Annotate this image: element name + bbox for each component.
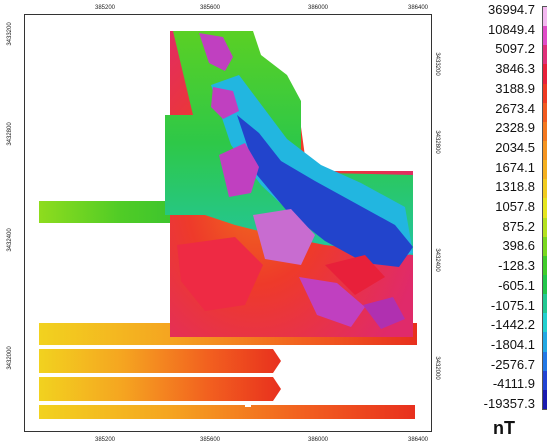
y-tick-right-1: 3433200 (434, 52, 440, 76)
legend-label: -4111.9 (492, 376, 535, 392)
legend-swatch (543, 370, 547, 390)
data-gap (245, 402, 251, 407)
low-zone-blue (237, 115, 413, 267)
legend-label: 398.6 (502, 238, 535, 254)
legend-swatch (543, 274, 547, 295)
y-tick-left-1: 3433200 (7, 22, 13, 46)
y-tick-left-4: 3432000 (7, 346, 13, 370)
high-magenta-2 (211, 87, 239, 119)
legend-label: -1804.1 (490, 336, 535, 352)
legend-swatch (543, 179, 547, 199)
legend-swatch (543, 102, 547, 122)
legend-swatch (543, 217, 547, 237)
legend-swatch (543, 332, 547, 352)
legend-swatch (543, 351, 547, 371)
legend-label: 2328.9 (495, 120, 535, 136)
map-plot (39, 31, 417, 419)
x-tick-bottom-1: 385200 (94, 437, 116, 443)
x-tick-top-3: 386000 (307, 5, 329, 11)
high-red-2 (325, 255, 385, 295)
legend-label: -1075.1 (490, 297, 535, 313)
legend-swatch (543, 83, 547, 103)
color-legend: 36994.7 10849.4 5097.2 3846.3 3188.9 2673.4 23… (448, 2, 547, 424)
legend-swatch (543, 255, 547, 275)
legend-swatch (543, 45, 547, 65)
legend-label: 3188.9 (495, 80, 535, 96)
high-magenta-4 (253, 209, 315, 265)
legend-color-bar (542, 6, 547, 410)
high-magenta-3 (219, 143, 259, 197)
band-3 (39, 377, 281, 401)
legend-swatch (543, 236, 547, 256)
legend-label: 10849.4 (488, 21, 535, 37)
legend-label: -605.1 (498, 277, 535, 293)
x-tick-top-1: 385200 (94, 5, 116, 11)
legend-label: -2576.7 (490, 356, 535, 372)
legend-label: -19357.3 (483, 396, 535, 411)
y-tick-left-2: 3432800 (7, 122, 13, 146)
legend-unit: nT (493, 418, 515, 438)
legend-label: 875.2 (502, 218, 535, 234)
x-tick-bottom-2: 385600 (199, 437, 221, 443)
legend-label: 2673.4 (495, 100, 535, 116)
legend-label: 1057.8 (495, 199, 535, 214)
band-2 (39, 349, 281, 373)
high-red-1 (177, 237, 263, 311)
x-tick-bottom-3: 386000 (307, 437, 329, 443)
y-tick-right-4: 3432000 (434, 356, 440, 380)
legend-swatch (543, 389, 547, 409)
legend-label: 1318.8 (495, 179, 535, 195)
legend-swatch (543, 294, 547, 314)
x-tick-top-4: 386400 (407, 5, 429, 11)
legend-swatch (543, 64, 547, 84)
y-tick-right-2: 3432800 (434, 130, 440, 154)
legend-label: 3846.3 (495, 61, 535, 77)
band-4 (39, 405, 415, 419)
legend-swatch (543, 26, 547, 46)
high-magenta-5 (299, 277, 365, 327)
x-tick-top-2: 385600 (199, 5, 221, 11)
legend-swatch (543, 7, 547, 27)
high-magenta-1 (199, 33, 233, 71)
high-magenta-6 (363, 297, 405, 329)
y-tick-right-3: 3432400 (434, 248, 440, 272)
magnetic-anomaly-map (24, 14, 432, 432)
legend-label: -1442.2 (490, 317, 535, 333)
legend-swatch (543, 313, 547, 333)
x-tick-bottom-4: 386400 (407, 437, 429, 443)
legend-label: 1674.1 (495, 159, 535, 175)
legend-label: 36994.7 (488, 2, 535, 17)
y-tick-left-3: 3432400 (7, 228, 13, 252)
legend-label: 5097.2 (495, 41, 535, 57)
west-extension (39, 201, 175, 223)
legend-swatch (543, 121, 547, 141)
legend-swatch (543, 198, 547, 218)
legend-label: -128.3 (498, 258, 535, 274)
legend-swatch (543, 160, 547, 180)
legend-swatch (543, 140, 547, 161)
legend-label: 2034.5 (495, 139, 535, 155)
